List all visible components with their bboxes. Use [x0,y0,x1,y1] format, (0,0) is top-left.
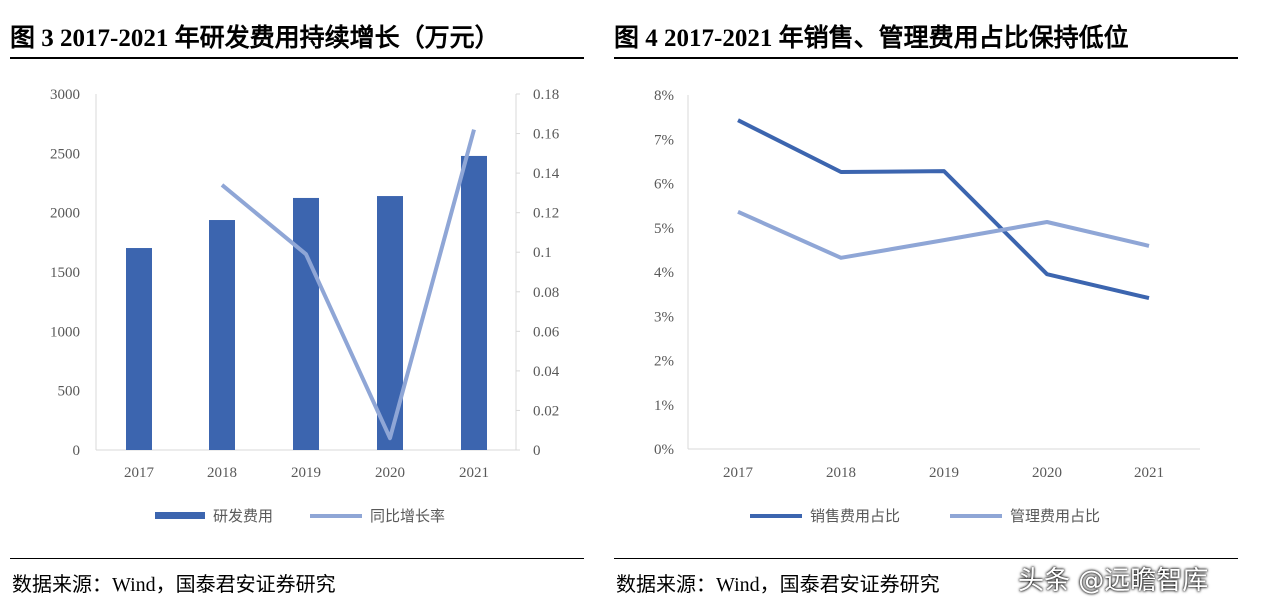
right-source-rule [614,558,1238,559]
y2-tick-label: 0.02 [533,403,559,419]
bar [209,220,235,450]
y2-tick-label: 0.12 [533,206,559,222]
r-y-tick-label: 0% [654,442,674,458]
legend-label: 研发费用 [213,508,273,525]
r-x-tick-label: 2018 [826,465,856,481]
left-title-rule [10,57,584,59]
legend-label: 同比增长率 [370,508,445,525]
bar [461,155,487,450]
legend-label: 销售费用占比 [810,508,900,525]
r-y-tick-label: 7% [654,132,674,148]
legend-swatch-bar [155,512,205,519]
y-tick-label: 2500 [50,146,80,162]
left-source: 数据来源：Wind，国泰君安证券研究 [12,574,336,596]
r-x-tick-label: 2021 [1134,465,1164,481]
watermark: 头条 @远瞻智库 [1018,566,1209,596]
y-tick-label: 500 [58,384,81,400]
r-y-tick-label: 1% [654,398,674,414]
y-tick-label: 3000 [50,87,80,103]
r-y-tick-label: 6% [654,177,674,193]
x-tick-label: 2017 [124,465,155,481]
r-y-tick-label: 8% [654,88,674,104]
r-x-tick-label: 2020 [1032,465,1062,481]
series-line [737,209,1150,260]
x-tick-label: 2019 [291,465,321,481]
y2-tick-label: 0.1 [533,245,552,261]
r-y-tick-label: 5% [654,221,674,237]
y2-tick-label: 0.04 [533,364,560,380]
y2-tick-label: 0 [533,443,541,459]
y-tick-label: 0 [73,443,81,459]
x-tick-label: 2020 [375,465,405,481]
r-y-tick-label: 3% [654,309,674,325]
y2-tick-label: 0.14 [533,166,560,182]
series-line [737,118,1150,301]
r-x-tick-label: 2017 [723,465,754,481]
left-chart-title: 图 3 2017-2021 年研发费用持续增长（万元） [10,25,500,52]
r-x-tick-label: 2019 [929,465,959,481]
r-y-tick-label: 2% [654,354,674,370]
right-title-rule [614,57,1238,59]
right-source: 数据来源：Wind，国泰君安证券研究 [616,574,940,596]
bar [293,197,319,450]
y2-tick-label: 0.16 [533,127,560,143]
r-y-tick-label: 4% [654,265,674,281]
x-tick-label: 2021 [459,465,489,481]
right-chart-title: 图 4 2017-2021 年销售、管理费用占比保持低位 [614,25,1129,52]
y2-tick-label: 0.06 [533,324,560,340]
legend-label: 管理费用占比 [1010,508,1100,525]
x-tick-label: 2018 [207,465,237,481]
bar [126,248,152,450]
y2-tick-label: 0.18 [533,87,559,103]
y-tick-label: 1000 [50,324,80,340]
left-source-rule [10,558,584,559]
growth-line [220,129,476,441]
y2-tick-label: 0.08 [533,285,559,301]
y-tick-label: 1500 [50,265,80,281]
y-tick-label: 2000 [50,206,80,222]
